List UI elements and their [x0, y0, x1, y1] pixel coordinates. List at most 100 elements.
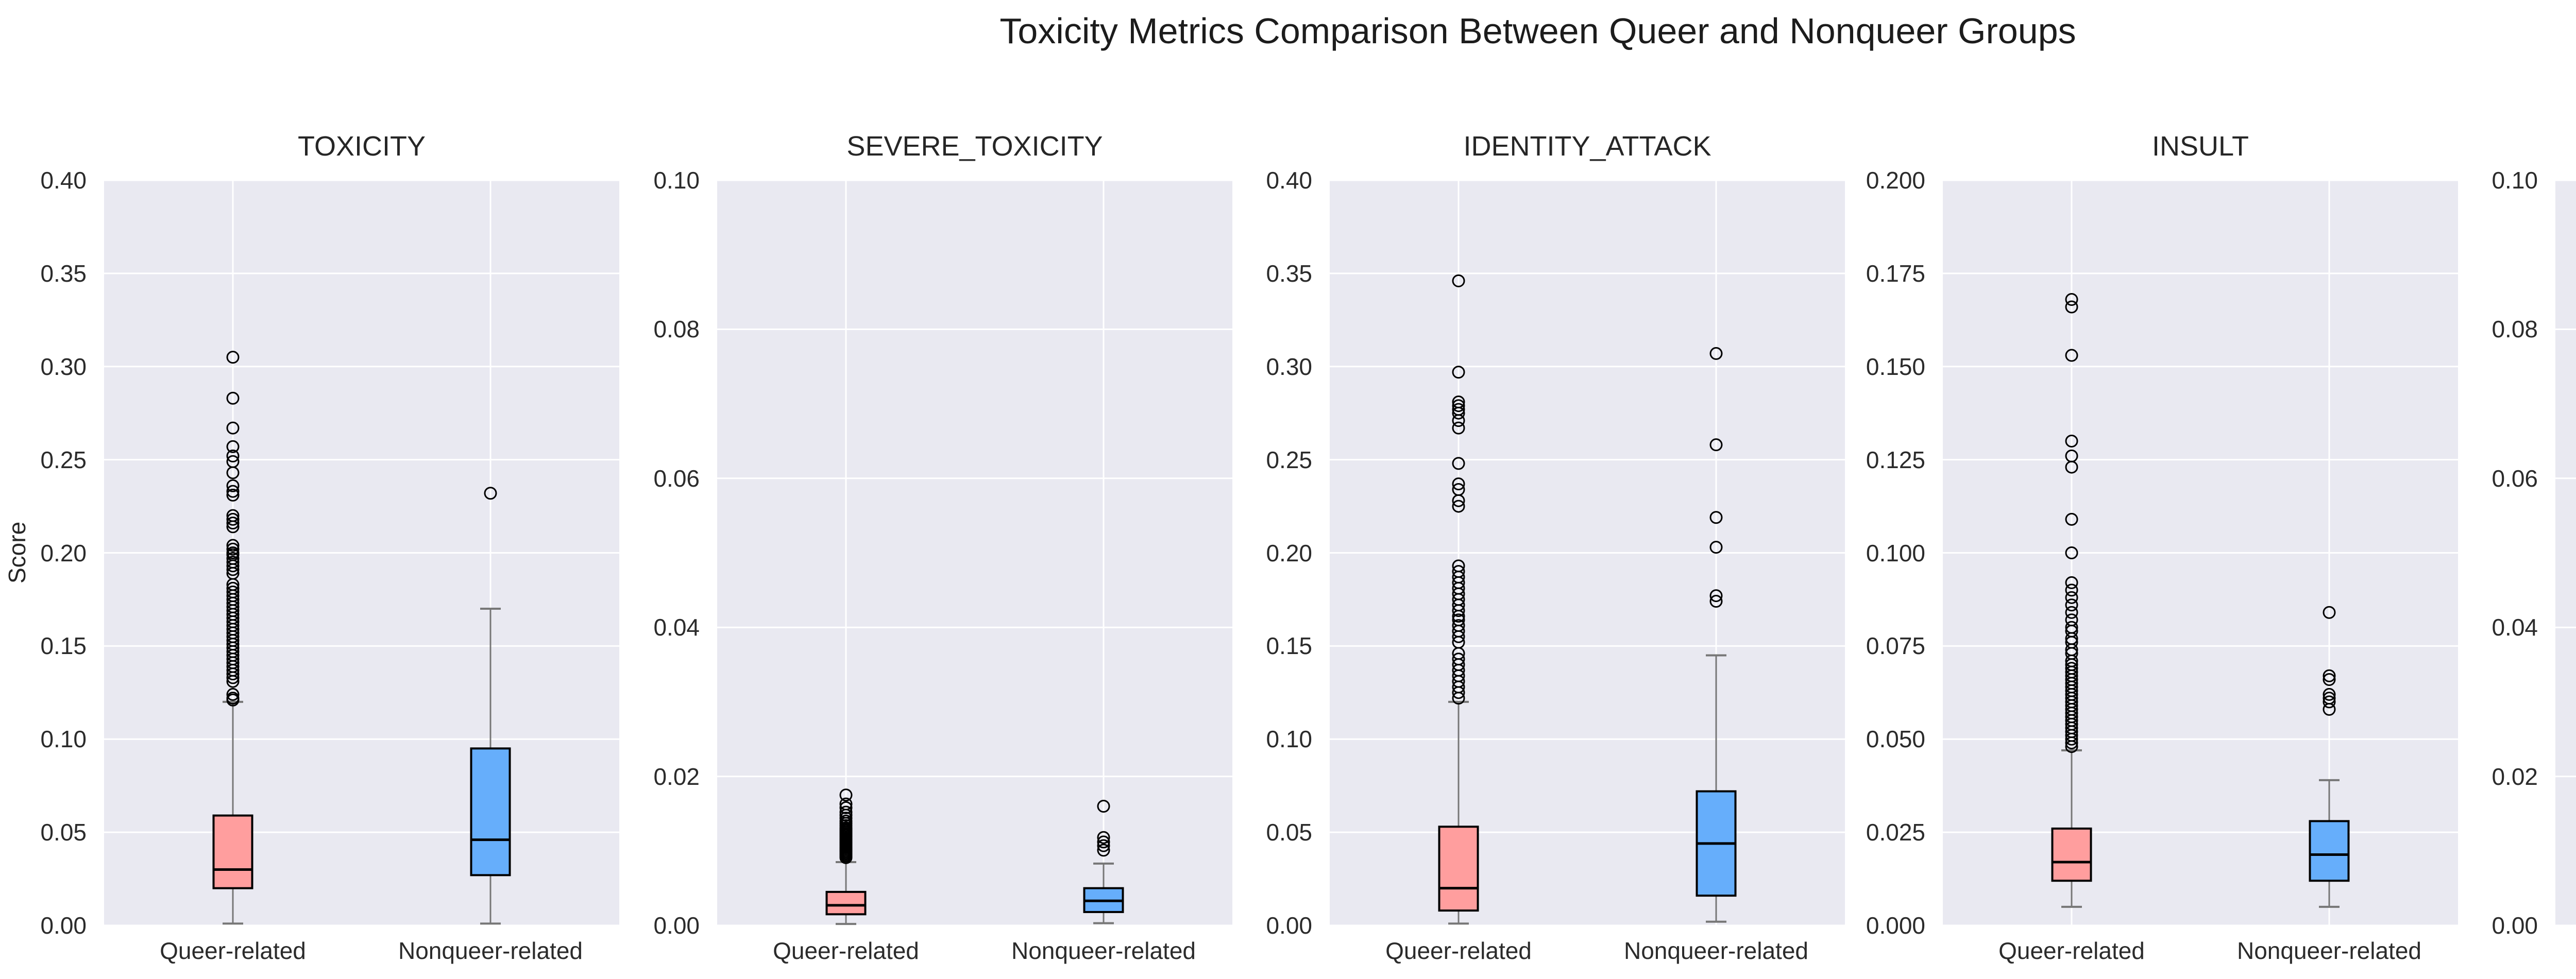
outlier-point: [1097, 799, 1110, 813]
y-tick-label: 0.100: [1866, 539, 1925, 566]
outlier-point: [226, 488, 240, 502]
y-tick-label: 0.30: [40, 353, 87, 380]
outlier-point: [839, 788, 853, 802]
subplot-title: SEVERE_TOXICITY: [846, 131, 1103, 162]
y-tick-label: 0.075: [1866, 632, 1925, 660]
outlier-point: [2065, 293, 2078, 306]
x-tick-label: Queer-related: [2550, 937, 2576, 965]
subplot-identity_attack: IDENTITY_ATTACK 0.00 0.05 0.10 0.15 0.20 0.25 0…: [1266, 131, 1845, 964]
subplot-severe_toxicity: SEVERE_TOXICITY 0.00 0.02 0.04 0.06 0.08 0.10 Q…: [653, 131, 1232, 964]
y-tick-label: 0.10: [2492, 167, 2538, 194]
plot-background: [2555, 180, 2576, 925]
outlier-point: [1097, 835, 1110, 849]
x-tick-label: Nonqueer-related: [398, 937, 583, 964]
x-tick-label: Queer-related: [160, 937, 306, 964]
y-tick-label: 0.15: [1266, 632, 1312, 660]
outlier-point: [226, 671, 240, 684]
outlier-point: [226, 693, 240, 707]
y-tick-label: 0.15: [40, 632, 87, 660]
y-tick-label: 0.00: [2492, 912, 2538, 939]
outlier-point: [1452, 406, 1465, 420]
outlier-point: [2065, 300, 2078, 314]
x-tick-label: Nonqueer-related: [1011, 937, 1196, 964]
y-tick-label: 0.04: [2492, 614, 2538, 641]
y-tick-label: 0.20: [40, 539, 87, 566]
y-tick-label: 0.125: [1866, 446, 1925, 473]
outlier-point: [1452, 366, 1465, 379]
outlier-point: [2323, 669, 2336, 682]
outlier-point: [1452, 399, 1465, 413]
outlier-point: [1452, 686, 1465, 699]
outlier-point: [2065, 546, 2078, 559]
outlier-point: [1452, 274, 1465, 287]
y-tick-label: 0.10: [653, 167, 700, 194]
y-tick-label: 0.30: [1266, 353, 1312, 380]
outlier-point: [2065, 740, 2078, 753]
outlier-point: [226, 421, 240, 435]
outlier-point: [1452, 692, 1465, 705]
outlier-point: [226, 517, 240, 530]
subplot-title: IDENTITY_ATTACK: [1463, 131, 1711, 162]
outlier-point: [2065, 598, 2078, 612]
x-tick-label: Queer-related: [1385, 937, 1532, 964]
x-tick-label: Queer-related: [773, 937, 919, 964]
outlier-point: [2323, 695, 2336, 709]
outlier-point: [2065, 736, 2078, 749]
outlier-point: [226, 563, 240, 576]
box-nonqueer: [470, 747, 511, 877]
outlier-point: [226, 440, 240, 453]
x-tick-label: Nonqueer-related: [2236, 937, 2421, 964]
outlier-point: [1709, 541, 1723, 554]
y-tick-label: 0.00: [653, 912, 700, 939]
outlier-point: [1452, 500, 1465, 513]
y-tick-label: 0.08: [653, 316, 700, 343]
outlier-point: [1452, 414, 1465, 427]
outlier-point: [2065, 606, 2078, 619]
y-tick-label: 0.25: [40, 446, 87, 473]
outlier-point: [2323, 606, 2336, 619]
outlier-point: [2065, 732, 2078, 746]
outlier-point: [1452, 604, 1465, 617]
figure-title: Toxicity Metrics Comparison Between Quee…: [999, 11, 2076, 51]
outlier-point: [484, 487, 497, 500]
outlier-point: [226, 391, 240, 405]
plot-area: [104, 180, 619, 925]
outlier-point: [226, 675, 240, 688]
outlier-point: [226, 479, 240, 492]
outlier-point: [226, 667, 240, 681]
y-tick-label: 0.06: [2492, 465, 2538, 492]
y-tick-label: 0.40: [40, 167, 87, 194]
outlier-point: [2323, 702, 2336, 716]
outlier-point: [226, 559, 240, 573]
outlier-point: [2065, 434, 2078, 448]
y-tick-label: 0.04: [653, 614, 700, 641]
y-tick-label: 0.08: [2492, 316, 2538, 343]
subplot-insult: INSULT 0.000 0.025 0.050 0.075 0.100 0.125 0.15…: [1866, 131, 2458, 964]
outlier-point: [226, 466, 240, 479]
outlier-point: [226, 542, 240, 556]
subplot-title: TOXICITY: [297, 131, 426, 162]
outlier-point: [2065, 460, 2078, 474]
y-tick-label: 0.05: [1266, 819, 1312, 846]
subplot-title: INSULT: [2151, 131, 2249, 162]
x-tick-label: Queer-related: [1998, 937, 2145, 964]
outlier-point: [839, 851, 853, 864]
outlier-point: [1452, 421, 1465, 435]
y-tick-label: 0.00: [40, 912, 87, 939]
y-tick-label: 0.25: [1266, 446, 1312, 473]
outlier-point: [1097, 831, 1110, 844]
box-queer: [825, 890, 867, 916]
outlier-point: [839, 801, 853, 814]
outlier-point: [2065, 583, 2078, 597]
box-queer: [2051, 827, 2092, 882]
y-tick-label: 0.175: [1866, 260, 1925, 287]
outlier-point: [226, 485, 240, 498]
y-tick-label: 0.06: [653, 465, 700, 492]
x-tick-label: Nonqueer-related: [1623, 937, 1808, 964]
outlier-point: [2065, 512, 2078, 526]
outlier-point: [1097, 844, 1110, 857]
plot-area: [1330, 180, 1845, 925]
outlier-point: [2065, 349, 2078, 362]
y-tick-label: 0.000: [1866, 912, 1925, 939]
y-tick-label: 0.02: [653, 763, 700, 790]
